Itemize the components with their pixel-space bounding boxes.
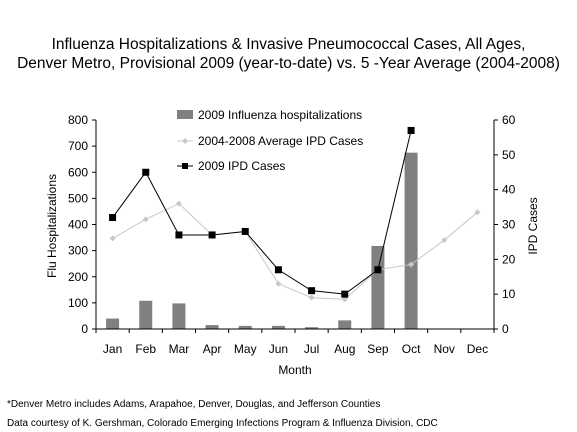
bar-flu-hospitalizations — [271, 325, 285, 329]
y-right-tick-label: 40 — [502, 183, 516, 197]
x-tick-label: Jun — [269, 342, 288, 356]
axes-layer — [95, 120, 495, 330]
legend-marker-avg-ipd — [182, 138, 188, 144]
legend: 2009 Influenza hospitalizations 2004-200… — [177, 108, 363, 173]
tick-labels-layer: 0 100 200 300 400 500 600 700 800 0 10 20 30 40 50 60 Ja… — [68, 113, 516, 356]
point-2009-ipd — [341, 290, 349, 298]
bar-series-layer — [106, 152, 418, 329]
point-2009-ipd — [142, 168, 150, 176]
x-tick-label: May — [234, 342, 257, 356]
line-avg-ipd — [112, 203, 478, 300]
x-tick-label: Feb — [135, 342, 156, 356]
x-tick-label: Nov — [434, 342, 455, 356]
y-left-tick-label: 300 — [68, 244, 88, 258]
point-avg-ipd — [308, 294, 315, 301]
legend-label-flu: 2009 Influenza hospitalizations — [198, 108, 362, 122]
bar-flu-hospitalizations — [172, 303, 186, 329]
x-tick-label: Jan — [103, 342, 122, 356]
x-tick-label: Aug — [334, 342, 355, 356]
point-2009-ipd — [308, 287, 316, 295]
legend-label-2009-ipd: 2009 IPD Cases — [198, 159, 285, 173]
x-tick-label: Sep — [367, 342, 389, 356]
y-right-tick-label: 10 — [502, 287, 516, 301]
point-2009-ipd — [407, 126, 415, 134]
line-2009-ipd — [112, 130, 412, 295]
legend-marker-2009-ipd — [182, 163, 188, 169]
point-2009-ipd — [208, 231, 216, 239]
point-2009-ipd — [274, 266, 282, 274]
y-left-tick-label: 200 — [68, 270, 88, 284]
y-left-tick-label: 100 — [68, 296, 88, 310]
point-avg-ipd — [175, 200, 182, 207]
y-right-tick-label: 50 — [502, 148, 516, 162]
x-tick-label: Dec — [467, 342, 488, 356]
point-avg-ipd — [408, 261, 415, 268]
point-avg-ipd — [142, 216, 149, 223]
y-right-tick-label: 30 — [502, 218, 516, 232]
point-avg-ipd — [441, 237, 448, 244]
x-tick-label: Mar — [169, 342, 190, 356]
point-2009-ipd — [241, 227, 249, 235]
bar-flu-hospitalizations — [106, 318, 120, 329]
point-2009-ipd — [374, 266, 382, 274]
bar-flu-hospitalizations — [139, 300, 153, 329]
y-right-tick-label: 20 — [502, 252, 516, 266]
point-avg-ipd — [341, 296, 348, 303]
bar-flu-hospitalizations — [238, 325, 252, 329]
bar-flu-hospitalizations — [371, 245, 385, 329]
footnote-counties: *Denver Metro includes Adams, Arapahoe, … — [7, 399, 381, 410]
point-2009-ipd — [175, 231, 183, 239]
x-tick-label: Jul — [304, 342, 319, 356]
y-axis-right-label: IPD Cases — [526, 197, 540, 254]
y-right-tick-label: 60 — [502, 113, 516, 127]
legend-swatch-flu-bar — [177, 110, 193, 119]
y-left-tick-label: 700 — [68, 139, 88, 153]
x-tick-label: Oct — [402, 342, 421, 356]
y-left-tick-label: 500 — [68, 191, 88, 205]
y-axis-left-label: Flu Hospitalizations — [45, 174, 59, 278]
footnote-data-source: Data courtesy of K. Gershman, Colorado E… — [7, 418, 438, 429]
bar-flu-hospitalizations — [338, 320, 352, 329]
legend-label-avg-ipd: 2004-2008 Average IPD Cases — [198, 134, 363, 148]
x-tick-label: Apr — [203, 342, 222, 356]
point-avg-ipd — [275, 280, 282, 287]
point-avg-ipd — [109, 235, 116, 242]
y-right-tick-label: 0 — [502, 322, 509, 336]
bar-flu-hospitalizations — [305, 327, 319, 329]
y-left-tick-label: 400 — [68, 218, 88, 232]
point-avg-ipd — [474, 209, 481, 216]
bar-flu-hospitalizations — [404, 152, 418, 329]
y-left-tick-label: 800 — [68, 113, 88, 127]
chart-title-line-1: Influenza Hospitalizations & Invasive Pn… — [51, 36, 526, 53]
y-left-tick-label: 600 — [68, 165, 88, 179]
point-2009-ipd — [109, 214, 117, 222]
x-axis-label: Month — [278, 363, 311, 377]
chart-title-line-2: Denver Metro, Provisional 2009 (year-to-… — [17, 55, 560, 72]
bar-flu-hospitalizations — [205, 325, 219, 329]
line-series-layer — [109, 126, 481, 303]
y-left-tick-label: 0 — [81, 322, 88, 336]
